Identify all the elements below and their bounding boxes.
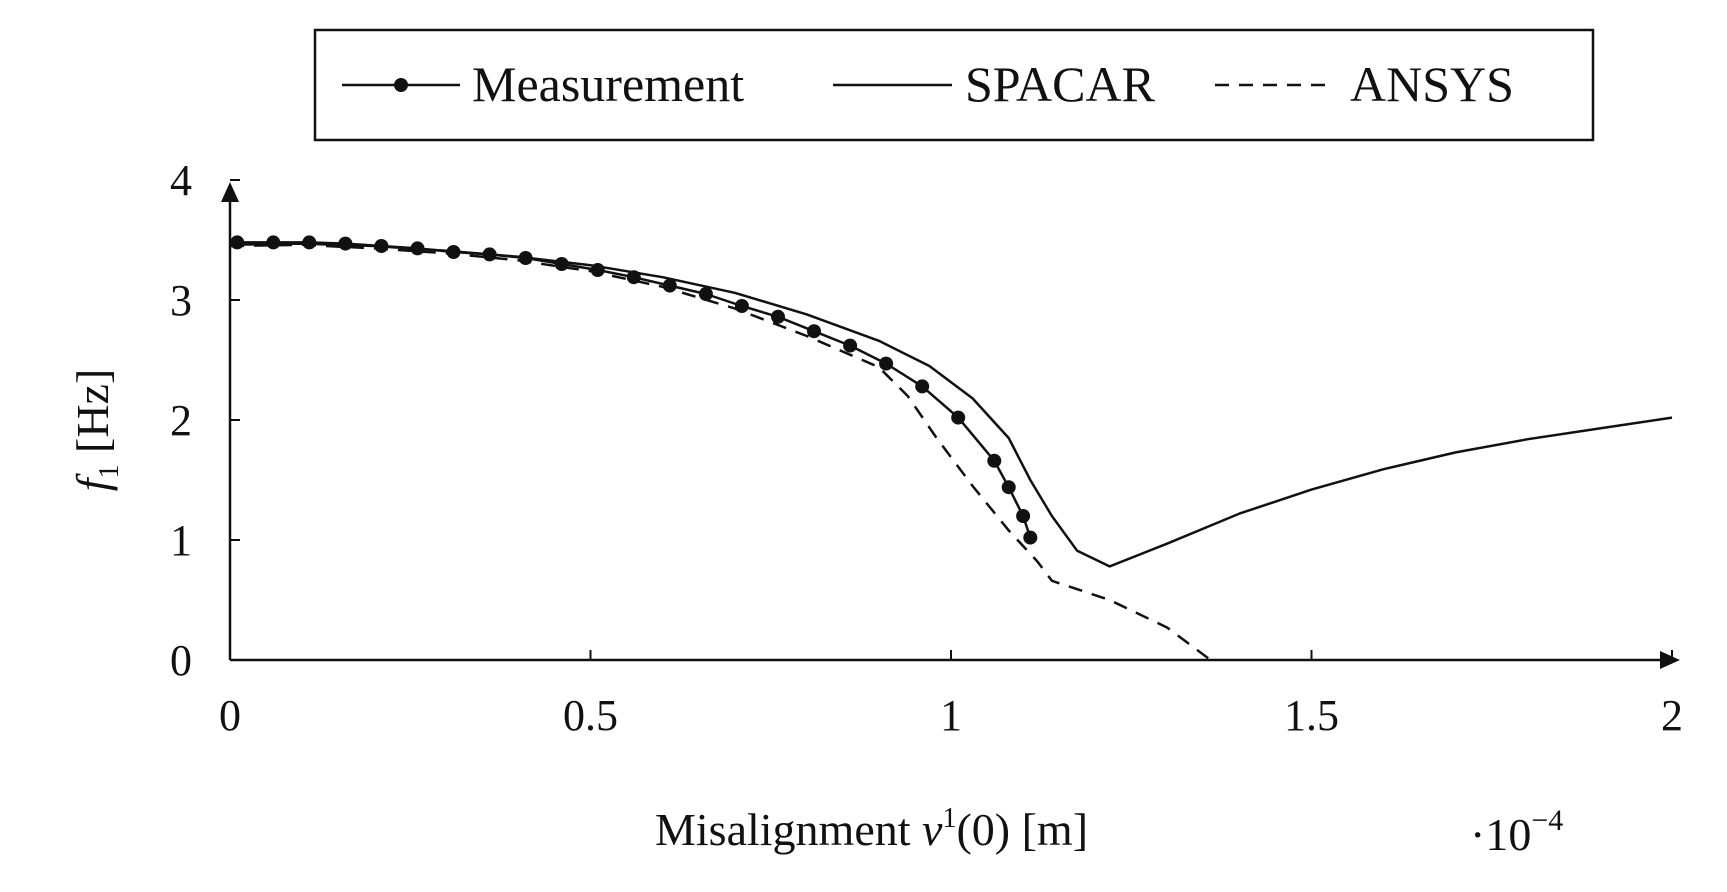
legend-measurement-marker xyxy=(394,78,408,92)
series-line-ansys xyxy=(229,243,1212,662)
legend-box xyxy=(313,28,1595,142)
data-point-measurement xyxy=(843,338,858,353)
data-point-measurement xyxy=(771,309,785,324)
x-tick-label: 2 xyxy=(1661,691,1683,740)
y-tick-label: 3 xyxy=(170,276,192,325)
data-point-measurement xyxy=(987,453,1002,468)
y-tick-label: 2 xyxy=(170,396,192,445)
x-tick-label: 0 xyxy=(219,691,241,740)
data-point-measurement xyxy=(230,235,245,250)
x-multiplier-base: ·10 xyxy=(1470,809,1531,860)
legend-measurement-label: Measurement xyxy=(472,56,744,112)
y-tick-label: 1 xyxy=(170,516,192,565)
data-point-measurement xyxy=(266,235,281,250)
data-point-measurement xyxy=(734,299,749,313)
x-axis-title-prefix: Misalignment xyxy=(655,804,922,855)
x-tick-label: 0.5 xyxy=(563,691,618,740)
data-point-measurement xyxy=(338,236,353,251)
x-multiplier: ·10−4 xyxy=(1470,804,1563,860)
y-axis-title: f1 [Hz] xyxy=(67,369,125,492)
data-point-measurement xyxy=(807,324,821,339)
data-point-measurement xyxy=(698,287,713,301)
data-point-measurement xyxy=(1016,509,1031,523)
x-axis-arrow xyxy=(1660,651,1680,669)
x-axis-title: Misalignment v1(0) [m] xyxy=(655,803,1088,855)
ticks: 0 0.5 1 1.5 2 0 1 2 3 4 xyxy=(170,156,1683,740)
data-point-measurement xyxy=(1023,530,1038,545)
y-tick-label: 0 xyxy=(170,636,192,685)
series-line-measurement xyxy=(237,241,1032,538)
data-point-measurement xyxy=(554,257,569,271)
x-tick-label: 1.5 xyxy=(1284,691,1339,740)
legend-spacar-label: SPACAR xyxy=(965,56,1156,112)
y-tick-label: 4 xyxy=(170,156,192,205)
data-point-measurement xyxy=(302,235,317,250)
legend: Measurement SPACAR ANSYS xyxy=(313,28,1595,142)
series-group xyxy=(229,235,1673,662)
axes: 0 0.5 1 1.5 2 0 1 2 3 4 xyxy=(170,156,1683,740)
x-axis-title-var: v xyxy=(922,804,943,855)
data-point-measurement xyxy=(1001,480,1016,495)
series-line-spacar xyxy=(229,242,1673,568)
y-axis-arrow xyxy=(221,182,239,202)
x-axis-title-suffix: (0) [m] xyxy=(956,804,1088,855)
data-point-measurement xyxy=(915,379,930,394)
y-axis-title-sub: 1 xyxy=(94,465,125,479)
data-point-measurement xyxy=(879,356,894,371)
legend-ansys-label: ANSYS xyxy=(1350,56,1514,112)
data-point-measurement xyxy=(951,410,966,425)
x-multiplier-exp: −4 xyxy=(1531,804,1563,837)
x-tick-label: 1 xyxy=(940,691,962,740)
x-axis-title-sup: 1 xyxy=(942,803,956,834)
y-axis-title-suffix: [Hz] xyxy=(67,369,118,465)
